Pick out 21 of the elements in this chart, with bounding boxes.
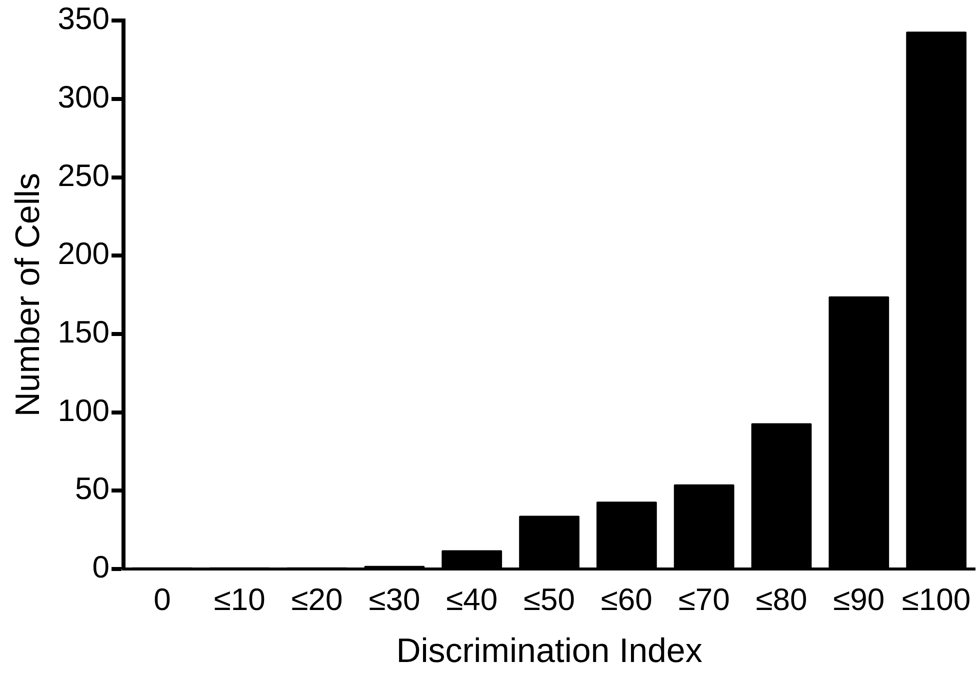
x-tick-label: ≤10 <box>214 582 266 618</box>
x-tick-label: ≤30 <box>368 582 420 618</box>
y-tick-label: 350 <box>58 1 110 36</box>
y-tick-label: 100 <box>58 392 110 428</box>
y-tick-label: 300 <box>58 79 110 114</box>
y-tick-label: 250 <box>58 158 110 193</box>
x-axis-title: Discrimination Index <box>396 632 702 670</box>
y-tick-label: 0 <box>92 550 110 585</box>
y-tick-label: 200 <box>58 236 110 272</box>
x-tick-label: ≤50 <box>524 582 576 618</box>
x-tick-label: 0 <box>154 582 171 618</box>
y-tick-label: 150 <box>58 314 110 350</box>
x-tick-label: ≤20 <box>291 582 343 618</box>
x-tick-label: ≤90 <box>833 582 885 618</box>
y-axis-title: Number of Cells <box>8 172 47 417</box>
x-tick-label: ≤70 <box>678 582 730 618</box>
x-tick-label: ≤40 <box>446 582 498 618</box>
x-tick-label: ≤100 <box>902 582 971 618</box>
x-tick-label: ≤80 <box>756 582 808 618</box>
x-tick-label: ≤60 <box>600 582 652 618</box>
y-tick-label: 50 <box>75 471 110 506</box>
